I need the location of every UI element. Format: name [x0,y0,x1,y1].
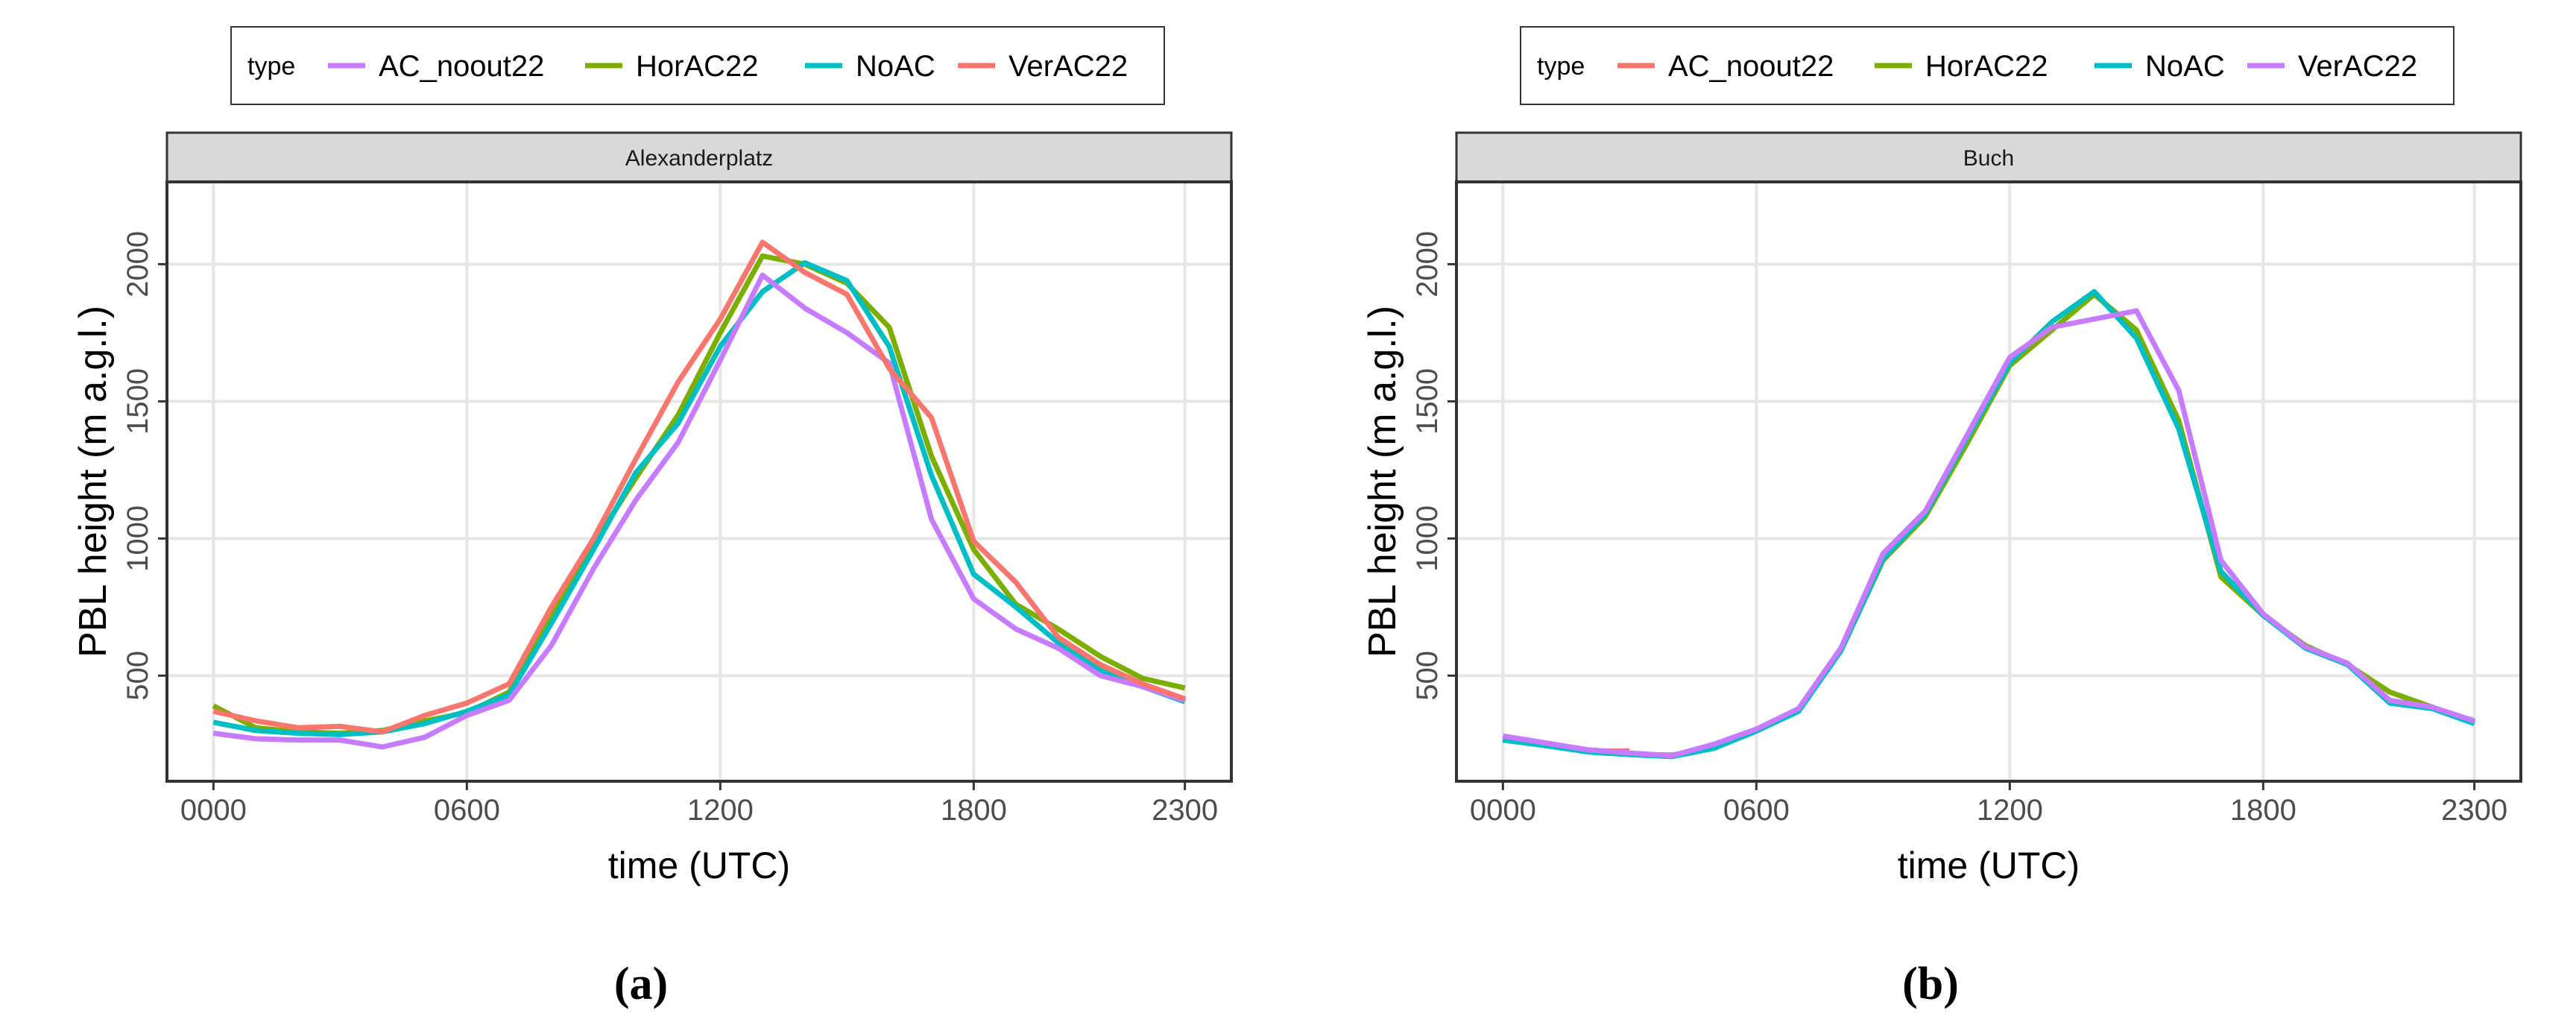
x-tick-label: 1800 [941,794,1007,827]
panel-buch: type AC_noout22 HorAC22 NoAC VerAC22 Buch 0000… [1361,26,2522,1009]
series-line-ac-noout22 [212,272,1186,750]
y-axis-title: PBL height (m a.g.l.) [72,306,115,657]
x-tick-label: 0600 [1723,794,1790,827]
legend-label: HorAC22 [636,50,759,83]
panel-alexanderplatz: type AC_noout22 HorAC22 NoAC VerAC22 Alexande… [72,26,1233,1009]
legend-box [230,26,1165,105]
legend-title: type [247,52,295,81]
x-tick-label: 0000 [1470,794,1536,827]
x-tick-label: 1200 [687,794,754,827]
legend-box [1520,26,2455,105]
x-axis-title: time (UTC) [608,845,790,886]
y-tick-label: 500 [1411,651,1444,701]
y-tick-label: 2000 [121,231,154,297]
legend-label: NoAC [856,50,935,83]
legend-label: HorAC22 [1925,50,2048,83]
legend-label: NoAC [2145,50,2225,83]
legend-label: AC_noout22 [379,50,544,83]
x-tick-label: 0600 [434,794,500,827]
plot-area [1456,182,2521,781]
x-tick-label: 1200 [1977,794,2043,827]
legend-label: AC_noout22 [1668,50,1834,83]
legend-title: type [1537,52,1585,81]
y-tick-label: 1500 [1411,368,1444,435]
legend-label: VerAC22 [2298,50,2417,83]
figure-caption: (a) [614,959,668,1009]
plot-area [167,182,1231,781]
series-line-verac22 [1502,308,2475,759]
series-line-verac22 [212,239,1186,735]
x-tick-label: 1800 [2230,794,2296,827]
y-tick-label: 1000 [121,505,154,572]
panel-border [1455,180,2522,783]
x-tick-label: 2300 [1152,794,1218,827]
facet-title: Buch [1963,146,2014,171]
y-tick-label: 1000 [1411,505,1444,572]
x-tick-label: 2300 [2441,794,2507,827]
x-axis-title: time (UTC) [1898,845,2080,886]
legend-label: VerAC22 [1008,50,1128,83]
y-tick-label: 500 [121,651,154,701]
facet-title: Alexanderplatz [625,146,773,171]
panel-border [165,180,1233,783]
y-tick-label: 2000 [1411,231,1444,297]
y-axis-title: PBL height (m a.g.l.) [1361,306,1404,657]
figure-caption: (b) [1902,959,1959,1009]
facet-strip [1455,131,2522,183]
x-tick-label: 0000 [180,794,247,827]
y-tick-label: 1500 [121,368,154,435]
